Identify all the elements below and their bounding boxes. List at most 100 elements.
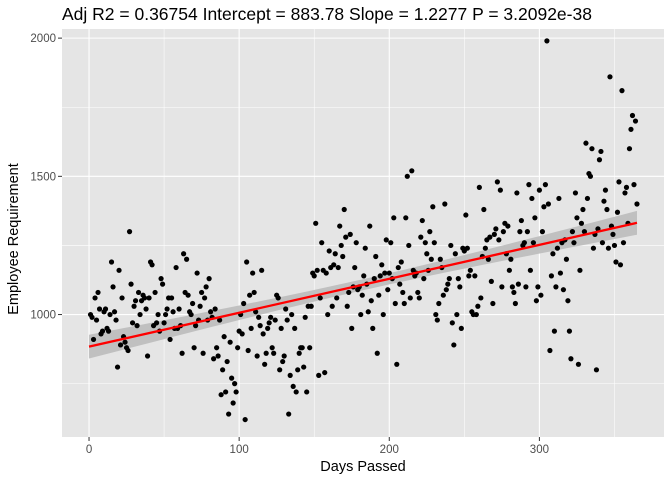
- data-point: [463, 212, 469, 218]
- data-point: [184, 256, 190, 262]
- data-point: [515, 281, 521, 287]
- data-point: [275, 295, 281, 301]
- data-point: [365, 309, 371, 315]
- data-point: [604, 206, 610, 213]
- data-point: [574, 215, 580, 221]
- data-point: [601, 198, 607, 204]
- data-point: [227, 339, 233, 345]
- data-point: [338, 242, 344, 249]
- data-point: [518, 217, 524, 224]
- data-point: [153, 320, 160, 326]
- data-point: [539, 229, 546, 235]
- data-point: [371, 276, 377, 282]
- data-point: [344, 303, 350, 309]
- data-point: [374, 350, 380, 356]
- data-point: [117, 342, 124, 348]
- grid-major: [62, 29, 664, 437]
- data-point: [428, 256, 434, 262]
- data-point: [129, 320, 136, 326]
- data-point: [224, 358, 230, 365]
- data-point: [114, 364, 121, 370]
- data-point: [263, 350, 269, 356]
- data-point: [451, 342, 457, 348]
- data-point: [548, 273, 555, 279]
- data-point: [566, 328, 573, 334]
- data-point: [197, 303, 203, 309]
- data-point: [220, 367, 226, 373]
- data-point: [409, 168, 415, 174]
- data-point: [449, 320, 455, 326]
- data-point: [242, 416, 248, 423]
- data-point: [284, 317, 290, 323]
- data-point: [553, 284, 559, 290]
- data-point: [272, 317, 278, 323]
- data-point: [341, 206, 347, 213]
- data-point: [607, 74, 613, 80]
- data-point: [283, 306, 289, 312]
- data-point: [373, 253, 379, 260]
- data-point: [599, 240, 606, 246]
- data-point: [556, 195, 562, 202]
- data-point: [631, 182, 637, 188]
- data-point: [235, 345, 241, 351]
- data-point: [212, 306, 218, 312]
- data-point: [239, 331, 245, 337]
- data-point: [253, 309, 259, 315]
- data-point: [505, 223, 511, 229]
- data-point: [311, 273, 317, 279]
- data-point: [256, 314, 262, 320]
- data-point: [170, 309, 176, 315]
- data-point: [443, 287, 449, 293]
- data-point: [584, 195, 591, 202]
- data-point: [634, 201, 640, 207]
- data-point: [105, 328, 112, 334]
- data-point: [188, 311, 194, 318]
- data-point: [368, 298, 374, 304]
- data-point: [200, 350, 206, 356]
- data-point: [296, 350, 302, 356]
- data-point: [424, 251, 430, 257]
- data-point: [514, 190, 520, 196]
- data-point: [568, 356, 574, 362]
- data-point: [143, 306, 149, 312]
- data-point: [578, 220, 585, 226]
- data-point: [93, 317, 100, 323]
- data-point: [289, 311, 295, 318]
- data-point: [322, 369, 328, 376]
- data-point: [437, 256, 443, 262]
- data-point: [446, 276, 452, 282]
- data-point: [427, 229, 433, 235]
- data-point: [353, 240, 359, 246]
- data-point: [108, 259, 115, 265]
- y-tick-label: 1000: [30, 310, 56, 322]
- data-point: [362, 245, 368, 251]
- data-point: [511, 289, 517, 296]
- data-point: [131, 303, 137, 309]
- data-point: [99, 328, 106, 334]
- data-point: [496, 237, 502, 243]
- data-point: [292, 325, 298, 331]
- data-point: [211, 356, 217, 362]
- data-point: [217, 317, 223, 323]
- data-point: [506, 267, 512, 273]
- data-point: [173, 264, 179, 271]
- data-point: [343, 234, 349, 240]
- data-point: [391, 215, 397, 221]
- data-point: [563, 256, 570, 262]
- data-point: [119, 295, 125, 301]
- x-tick-label: 200: [380, 444, 399, 456]
- data-point: [199, 289, 205, 296]
- data-point: [95, 289, 101, 296]
- data-point: [541, 204, 547, 210]
- data-point: [544, 38, 550, 44]
- data-point: [334, 295, 340, 301]
- data-point: [125, 347, 131, 354]
- data-point: [214, 345, 220, 351]
- data-point: [533, 298, 539, 304]
- data-point: [419, 217, 425, 224]
- data-point: [457, 284, 463, 290]
- data-point: [632, 118, 639, 124]
- data-point: [626, 146, 633, 152]
